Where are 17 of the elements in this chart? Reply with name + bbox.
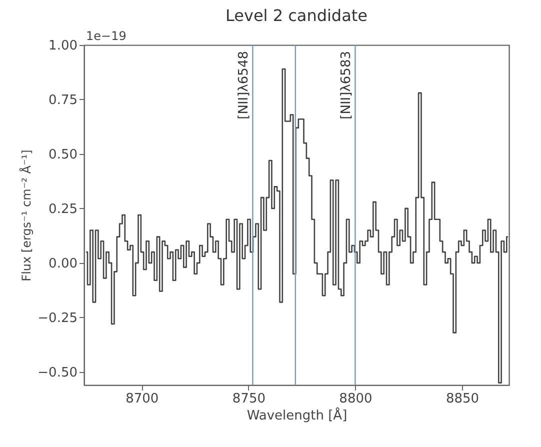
y-tick-label: 1.00 [48, 38, 78, 54]
x-tick-label: 8750 [232, 392, 266, 406]
y-axis-title: Flux [ergs⁻¹ cm⁻² Å⁻¹] [18, 150, 34, 282]
chart-title: Level 2 candidate [225, 6, 368, 25]
y-tick-label: 0.00 [48, 256, 78, 272]
y-tick-label: 0.25 [48, 202, 78, 217]
x-tick-label: 8850 [446, 392, 480, 406]
text: 1e−19 [86, 29, 126, 43]
ref-line-label: [NII]λ6548 [236, 51, 252, 120]
x-axis-title: Wavelength [Å] [246, 406, 348, 424]
y-tick-label: −0.25 [38, 310, 78, 326]
x-tick-label: 8700 [126, 392, 159, 406]
ref-line-label: [NII]λ6583 [339, 51, 354, 120]
y-tick-label: −0.50 [38, 365, 78, 380]
y-tick-label: 0.50 [48, 147, 78, 162]
x-tick-label: 8800 [339, 392, 372, 406]
y-tick-label: 0.75 [48, 92, 78, 108]
